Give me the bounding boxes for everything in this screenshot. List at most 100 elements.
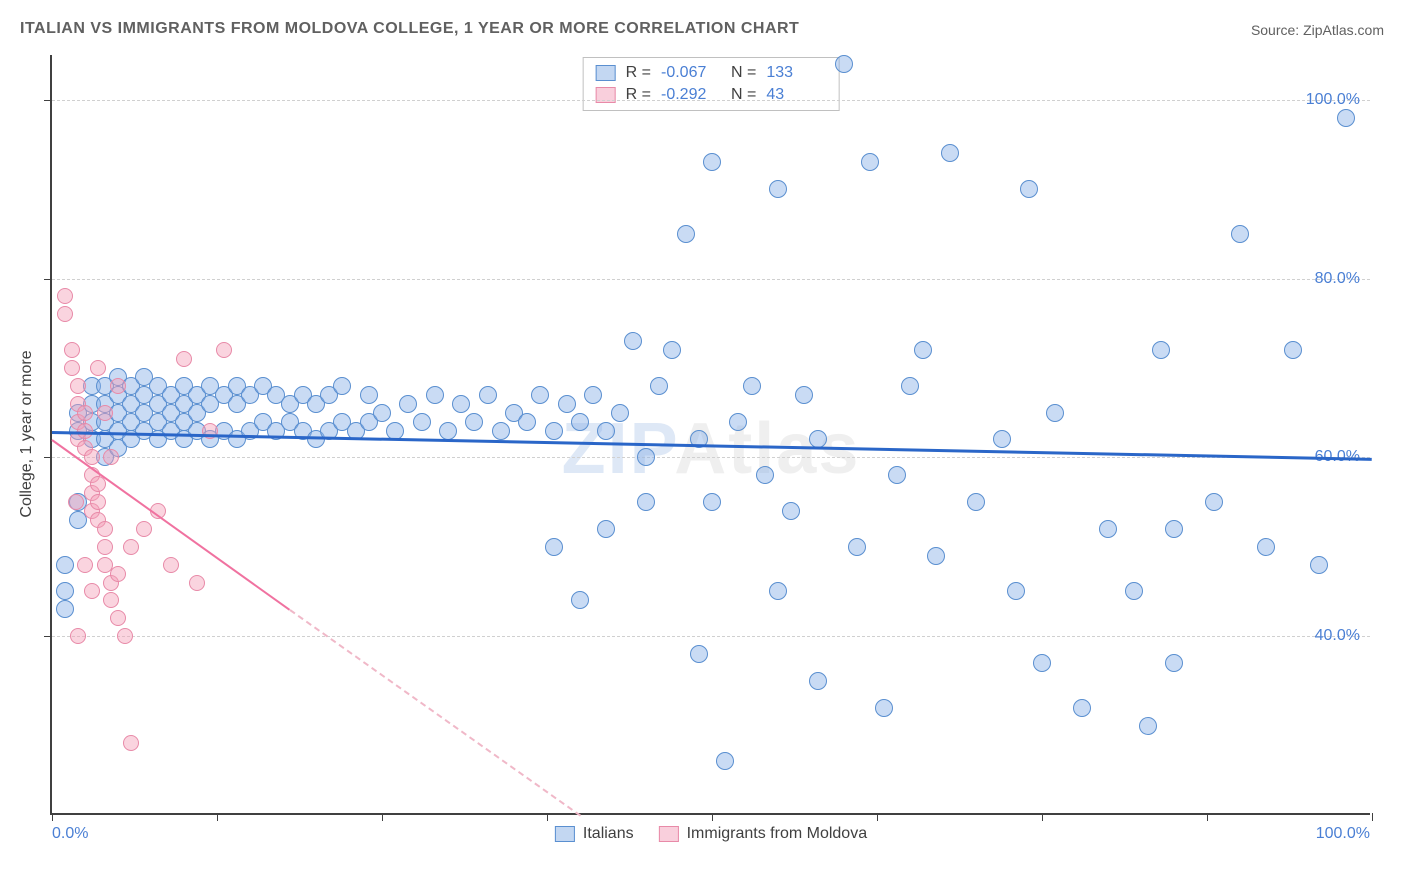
- data-point: [492, 422, 510, 440]
- x-tick-mark: [877, 813, 878, 821]
- data-point: [1020, 180, 1038, 198]
- data-point: [90, 494, 106, 510]
- x-tick-mark: [217, 813, 218, 821]
- data-point: [677, 225, 695, 243]
- data-point: [584, 386, 602, 404]
- data-point: [452, 395, 470, 413]
- data-point: [1205, 493, 1223, 511]
- trend-line: [52, 431, 1372, 461]
- data-point: [531, 386, 549, 404]
- grid-line: [52, 457, 1370, 458]
- data-point: [663, 341, 681, 359]
- data-point: [68, 494, 84, 510]
- stat-r-value: -0.292: [661, 84, 721, 106]
- swatch-pink-icon: [659, 826, 679, 842]
- data-point: [163, 557, 179, 573]
- x-tick-mark: [382, 813, 383, 821]
- data-point: [756, 466, 774, 484]
- data-point: [993, 430, 1011, 448]
- stat-n-label: N =: [731, 62, 756, 84]
- data-point: [110, 566, 126, 582]
- stat-n-value: 133: [766, 62, 826, 84]
- data-point: [1139, 717, 1157, 735]
- data-point: [360, 386, 378, 404]
- data-point: [439, 422, 457, 440]
- data-point: [97, 405, 113, 421]
- data-point: [927, 547, 945, 565]
- data-point: [1284, 341, 1302, 359]
- grid-line: [52, 636, 1370, 637]
- y-tick-mark: [44, 100, 52, 101]
- data-point: [795, 386, 813, 404]
- x-tick-mark: [52, 813, 53, 821]
- swatch-blue-icon: [555, 826, 575, 842]
- data-point: [1152, 341, 1170, 359]
- data-point: [809, 672, 827, 690]
- data-point: [571, 413, 589, 431]
- data-point: [110, 610, 126, 626]
- data-point: [703, 153, 721, 171]
- stats-legend-box: R = -0.067 N = 133 R = -0.292 N = 43: [583, 57, 840, 111]
- data-point: [1165, 520, 1183, 538]
- source-link[interactable]: ZipAtlas.com: [1303, 22, 1384, 38]
- data-point: [77, 557, 93, 573]
- stats-row-italians: R = -0.067 N = 133: [596, 62, 827, 84]
- data-point: [176, 351, 192, 367]
- data-point: [386, 422, 404, 440]
- data-point: [637, 448, 655, 466]
- data-point: [110, 378, 126, 394]
- data-point: [90, 360, 106, 376]
- swatch-blue-icon: [596, 65, 616, 81]
- data-point: [103, 592, 119, 608]
- data-point: [1033, 654, 1051, 672]
- data-point: [545, 422, 563, 440]
- y-tick-mark: [44, 636, 52, 637]
- data-point: [70, 628, 86, 644]
- data-point: [835, 55, 853, 73]
- data-point: [597, 520, 615, 538]
- data-point: [465, 413, 483, 431]
- stat-r-label: R =: [626, 62, 651, 84]
- data-point: [1310, 556, 1328, 574]
- data-point: [189, 575, 205, 591]
- stats-row-moldova: R = -0.292 N = 43: [596, 84, 827, 106]
- y-tick-label: 100.0%: [1306, 91, 1360, 109]
- data-point: [123, 735, 139, 751]
- data-point: [716, 752, 734, 770]
- data-point: [571, 591, 589, 609]
- data-point: [941, 144, 959, 162]
- data-point: [1231, 225, 1249, 243]
- chart-title: ITALIAN VS IMMIGRANTS FROM MOLDOVA COLLE…: [20, 20, 799, 38]
- data-point: [888, 466, 906, 484]
- data-point: [518, 413, 536, 431]
- bottom-legend: Italians Immigrants from Moldova: [555, 825, 867, 843]
- data-point: [624, 332, 642, 350]
- data-point: [729, 413, 747, 431]
- data-point: [597, 422, 615, 440]
- stat-r-value: -0.067: [661, 62, 721, 84]
- data-point: [1165, 654, 1183, 672]
- data-point: [703, 493, 721, 511]
- data-point: [848, 538, 866, 556]
- source-attribution: Source: ZipAtlas.com: [1251, 22, 1384, 38]
- data-point: [743, 377, 761, 395]
- grid-line: [52, 100, 1370, 101]
- data-point: [782, 502, 800, 520]
- data-point: [97, 539, 113, 555]
- x-tick-mark: [1372, 813, 1373, 821]
- data-point: [77, 405, 93, 421]
- data-point: [56, 600, 74, 618]
- data-point: [769, 180, 787, 198]
- y-tick-mark: [44, 457, 52, 458]
- legend-label: Italians: [583, 825, 634, 843]
- data-point: [70, 378, 86, 394]
- data-point: [1007, 582, 1025, 600]
- data-point: [136, 521, 152, 537]
- source-prefix: Source:: [1251, 22, 1303, 38]
- x-tick-mark: [712, 813, 713, 821]
- data-point: [64, 342, 80, 358]
- grid-line: [52, 279, 1370, 280]
- data-point: [413, 413, 431, 431]
- data-point: [123, 539, 139, 555]
- data-point: [861, 153, 879, 171]
